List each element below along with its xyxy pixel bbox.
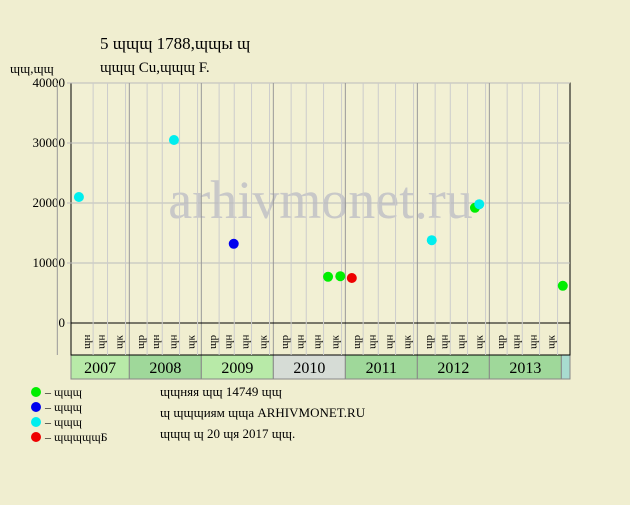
year-band [344, 354, 418, 380]
legend-dash: – [44, 400, 52, 414]
legend-marker [31, 417, 41, 427]
y-axis-label: ɰɰ,ɰɰ [10, 61, 54, 76]
x-tick-label: ɰк [330, 334, 342, 349]
x-tick-label: ɰн [240, 334, 252, 349]
year-label: 2011 [366, 360, 397, 377]
legend-marker [31, 432, 41, 442]
point [557, 280, 568, 291]
year-label: 2007 [84, 360, 116, 377]
year-band [488, 354, 562, 380]
x-tick-label: ɰк [402, 334, 414, 349]
year-band [200, 354, 274, 380]
x-tick-label: ɰр [495, 334, 507, 349]
x-tick-label: ɰн [294, 334, 306, 349]
legend-label: ɰɰɰ [54, 385, 83, 399]
x-tick-label: ɰк [258, 334, 270, 349]
x-tick-label: ɰк [546, 334, 558, 349]
x-tick-label: ɰк [186, 334, 198, 349]
year-band [272, 354, 346, 380]
x-tick-label: ɰр [135, 334, 147, 349]
x-tick-label: ɰр [423, 334, 435, 349]
x-tick-label: ɰн [150, 334, 162, 349]
legend-dash: – [44, 415, 52, 429]
x-tick-label: ɰр [279, 334, 291, 349]
year-label: 2008 [149, 360, 181, 377]
x-tick-label: ɰн [96, 334, 108, 349]
x-tick-label: ɰр [207, 334, 219, 349]
x-tick-label: ɰн [168, 334, 180, 349]
note: ɰɰɰ ɰ 20 ɰя 2017 ɰɰ. [160, 426, 295, 441]
legend-marker [31, 402, 41, 412]
point [228, 238, 239, 249]
point [335, 271, 346, 282]
legend-label: ɰɰɰɰɰБ [54, 430, 108, 444]
year-label: 2012 [437, 360, 469, 377]
point [73, 192, 84, 202]
y-tick-label: 10000 [33, 255, 66, 270]
x-tick-label: ɰк [474, 334, 486, 349]
x-tick-label: ɰн [222, 334, 234, 349]
point [426, 235, 437, 246]
x-tick-label: ɰн [384, 334, 396, 349]
legend-label: ɰɰɰ [54, 400, 83, 414]
point [323, 271, 334, 282]
x-tick-label: ɰн [456, 334, 468, 349]
legend-label: ɰɰɰ [54, 415, 83, 429]
x-tick-label: ɰн [438, 334, 450, 349]
watermark: arhivmonet.ru [168, 170, 472, 230]
x-tick-label: ɰн [81, 334, 93, 349]
year-label: 2010 [293, 360, 325, 377]
x-tick-label: ɰн [366, 334, 378, 349]
y-tick-label: 0 [59, 315, 66, 330]
legend-marker [31, 387, 41, 397]
point [474, 199, 485, 210]
legend-dash: – [44, 385, 52, 399]
chart-subtitle: ɰɰɰ Cu,ɰɰɰ F. [100, 60, 210, 76]
note: ɰɰняя ɰɰ 14749 ɰɰ [160, 384, 282, 399]
year-band [70, 354, 130, 380]
legend-dash: – [44, 430, 52, 444]
chart-title: 5 ɰɰɰ 1788,ɰɰы ɰ [100, 34, 250, 53]
year-band-tail [560, 354, 571, 380]
x-tick-label: ɰн [312, 334, 324, 349]
y-tick-label: 30000 [33, 135, 66, 150]
x-tick-label: ɰн [510, 334, 522, 349]
y-tick-label: 40000 [33, 75, 66, 90]
point [168, 135, 179, 145]
x-label-area [70, 322, 571, 356]
x-tick-label: ɰк [114, 334, 126, 349]
x-tick-label: ɰн [528, 334, 540, 349]
point [346, 273, 357, 283]
year-band [416, 354, 490, 380]
year-label: 2013 [509, 360, 541, 377]
x-tick-label: ɰр [351, 334, 363, 349]
note: ɰ ɰɰɰиям ɰɰа ARHIVMONET.RU [160, 405, 366, 420]
year-label: 2009 [221, 360, 253, 377]
y-tick-label: 20000 [33, 195, 66, 210]
